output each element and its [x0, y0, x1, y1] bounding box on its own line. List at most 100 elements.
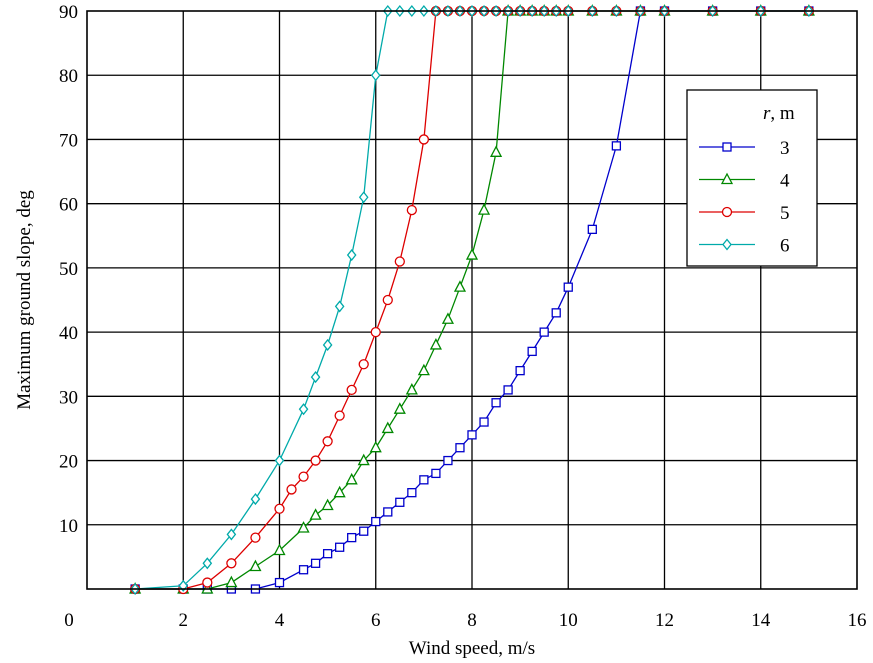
legend-title: r, m: [763, 103, 795, 124]
y-tick-label: 20: [59, 452, 78, 473]
data-point: [405, 383, 418, 395]
series-6: [130, 4, 814, 596]
legend-box: [686, 89, 818, 267]
data-point: [394, 256, 405, 267]
data-point: [381, 421, 394, 434]
data-point: [202, 557, 213, 570]
data-point: [298, 565, 309, 575]
data-point: [310, 455, 321, 466]
x-tick-label: 10: [559, 610, 578, 631]
legend-item-4: 4: [699, 171, 790, 192]
data-point: [418, 134, 430, 145]
legend-label: 5: [780, 203, 790, 224]
legend-marker: [722, 238, 732, 251]
data-point: [298, 471, 309, 482]
data-point: [249, 559, 262, 572]
data-point: [382, 294, 393, 306]
tick-labels: 0 2 4 6 8 10 12 14 16 10 20 30 40 50 60 70 80 90: [59, 2, 867, 631]
legend-marker: [720, 172, 734, 185]
data-point: [322, 436, 333, 447]
data-point: [310, 558, 321, 568]
data-point: [441, 312, 455, 324]
legend-item-3: 3: [699, 138, 790, 159]
data-point: [357, 453, 370, 466]
data-point: [250, 532, 261, 543]
y-tick-label: 60: [59, 195, 78, 216]
y-tick-label: 80: [59, 66, 78, 87]
x-tick-label: 8: [467, 610, 477, 631]
data-point: [419, 475, 429, 485]
data-point: [395, 497, 405, 507]
data-point: [489, 145, 503, 157]
data-point: [369, 440, 382, 453]
legend-marker: [721, 206, 733, 218]
data-point: [503, 385, 513, 395]
data-point: [465, 248, 479, 260]
legend-title-variable: r: [763, 103, 771, 124]
data-point: [202, 577, 213, 588]
y-tick-label: 90: [59, 2, 78, 23]
data-point: [443, 455, 453, 466]
data-point: [273, 543, 286, 556]
data-point: [274, 503, 285, 514]
data-point: [359, 526, 369, 536]
data-point: [417, 363, 430, 376]
data-point: [358, 359, 369, 370]
y-tick-label: 40: [59, 323, 78, 344]
x-tick-label: 0: [64, 610, 74, 631]
data-point: [309, 508, 322, 520]
data-point: [274, 454, 285, 467]
y-tick-label: 30: [59, 387, 78, 408]
data-point: [467, 430, 477, 440]
data-point: [322, 549, 333, 559]
x-tick-label: 16: [848, 610, 867, 631]
legend-item-5: 5: [699, 203, 790, 224]
data-point: [479, 417, 489, 427]
x-tick-label: 2: [179, 610, 189, 631]
data-point: [515, 365, 525, 376]
data-point: [407, 488, 417, 498]
x-tick-label: 4: [275, 610, 285, 631]
data-point: [310, 371, 321, 384]
data-point: [226, 558, 237, 569]
data-point: [491, 398, 501, 408]
data-point: [431, 468, 441, 479]
data-point: [539, 327, 549, 337]
legend-label: 3: [780, 138, 790, 159]
data-point: [370, 69, 381, 82]
data-point: [298, 403, 309, 416]
data-point: [225, 575, 238, 588]
x-tick-label: 6: [371, 610, 381, 631]
data-point: [358, 191, 369, 204]
data-point: [587, 224, 597, 235]
data-point: [250, 493, 261, 506]
data-point: [347, 532, 357, 543]
data-point: [406, 204, 417, 216]
y-tick-label: 70: [59, 130, 78, 151]
x-axis-label: Wind speed, m/s: [409, 638, 535, 659]
data-point: [333, 485, 346, 498]
data-point: [429, 338, 442, 350]
data-point: [371, 516, 381, 527]
data-point: [453, 280, 467, 292]
legend-label: 6: [780, 236, 790, 257]
plot-frame: [86, 10, 858, 590]
y-tick-label: 50: [59, 259, 78, 280]
data-point: [345, 472, 358, 485]
data-point: [226, 528, 237, 541]
data-point: [346, 249, 357, 262]
y-axis-label: Maximum ground slope, deg: [14, 190, 35, 410]
data-point: [335, 542, 345, 552]
data-point: [322, 338, 333, 351]
legend-item-6: 6: [699, 236, 790, 257]
data-point: [563, 282, 573, 292]
data-point: [297, 521, 310, 533]
data-point: [346, 384, 357, 396]
data-point: [321, 498, 334, 511]
data-point: [286, 484, 297, 495]
data-point: [274, 577, 285, 588]
data-point: [611, 141, 622, 151]
legend-label: 4: [780, 171, 790, 192]
data-point: [334, 300, 345, 313]
